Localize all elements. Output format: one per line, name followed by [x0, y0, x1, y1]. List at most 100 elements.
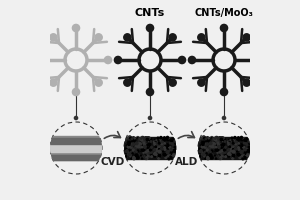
- Circle shape: [165, 147, 167, 149]
- Circle shape: [229, 139, 230, 140]
- Circle shape: [165, 157, 166, 158]
- Circle shape: [219, 137, 221, 139]
- Circle shape: [147, 144, 148, 146]
- Circle shape: [146, 153, 148, 155]
- Circle shape: [146, 138, 148, 141]
- Circle shape: [203, 150, 204, 151]
- Circle shape: [242, 155, 244, 158]
- Circle shape: [225, 156, 226, 157]
- Circle shape: [214, 148, 217, 151]
- Circle shape: [235, 141, 237, 143]
- Circle shape: [198, 34, 205, 41]
- Circle shape: [204, 151, 206, 153]
- Circle shape: [223, 139, 226, 141]
- Circle shape: [156, 150, 158, 152]
- Circle shape: [244, 156, 245, 157]
- Circle shape: [219, 158, 220, 159]
- Circle shape: [148, 155, 149, 156]
- Circle shape: [209, 146, 211, 148]
- Circle shape: [132, 151, 134, 153]
- Circle shape: [237, 142, 239, 145]
- Circle shape: [228, 153, 230, 155]
- Circle shape: [124, 141, 126, 142]
- Circle shape: [163, 148, 166, 151]
- Circle shape: [156, 140, 157, 141]
- Circle shape: [221, 146, 224, 149]
- Circle shape: [240, 156, 241, 157]
- Circle shape: [125, 155, 128, 158]
- Circle shape: [163, 142, 164, 144]
- Circle shape: [95, 79, 102, 86]
- Circle shape: [160, 137, 162, 139]
- Circle shape: [249, 143, 251, 145]
- Circle shape: [236, 151, 238, 152]
- Circle shape: [161, 148, 163, 150]
- Circle shape: [236, 138, 238, 141]
- Circle shape: [175, 143, 177, 145]
- Circle shape: [229, 146, 231, 148]
- Circle shape: [215, 136, 218, 139]
- Circle shape: [157, 146, 160, 148]
- Circle shape: [248, 150, 250, 152]
- Circle shape: [130, 146, 132, 148]
- Circle shape: [174, 150, 176, 152]
- Circle shape: [221, 137, 223, 138]
- Circle shape: [155, 146, 157, 148]
- Circle shape: [238, 155, 240, 157]
- Circle shape: [245, 144, 248, 146]
- Circle shape: [223, 156, 224, 157]
- Circle shape: [215, 149, 217, 151]
- Circle shape: [221, 146, 222, 147]
- Circle shape: [153, 149, 154, 150]
- Circle shape: [219, 141, 220, 142]
- Circle shape: [172, 138, 174, 140]
- Circle shape: [201, 146, 204, 148]
- Circle shape: [126, 145, 127, 146]
- Circle shape: [161, 144, 164, 146]
- Circle shape: [142, 137, 144, 139]
- Circle shape: [212, 143, 214, 145]
- Circle shape: [164, 148, 166, 150]
- Circle shape: [146, 24, 154, 32]
- Circle shape: [157, 137, 159, 139]
- Circle shape: [144, 146, 146, 148]
- Circle shape: [233, 148, 235, 150]
- Circle shape: [164, 154, 166, 156]
- Circle shape: [140, 150, 142, 152]
- Circle shape: [164, 139, 165, 141]
- Circle shape: [125, 148, 128, 151]
- Circle shape: [207, 157, 209, 160]
- Text: ALD: ALD: [176, 157, 199, 167]
- Circle shape: [238, 154, 240, 156]
- Circle shape: [227, 149, 229, 151]
- Circle shape: [207, 155, 209, 157]
- Circle shape: [236, 144, 238, 146]
- Circle shape: [198, 155, 200, 158]
- Circle shape: [158, 155, 160, 157]
- Circle shape: [232, 148, 234, 151]
- Circle shape: [237, 148, 239, 151]
- Circle shape: [243, 146, 245, 148]
- Circle shape: [158, 148, 160, 151]
- Circle shape: [230, 140, 231, 141]
- Circle shape: [166, 156, 167, 157]
- Circle shape: [172, 148, 173, 149]
- Circle shape: [136, 151, 137, 152]
- Circle shape: [229, 141, 230, 142]
- Circle shape: [247, 154, 248, 156]
- Circle shape: [212, 142, 214, 143]
- Circle shape: [214, 155, 216, 156]
- Circle shape: [158, 158, 159, 159]
- Circle shape: [143, 152, 145, 154]
- Circle shape: [168, 155, 170, 158]
- Circle shape: [238, 139, 239, 141]
- Circle shape: [206, 151, 208, 153]
- Circle shape: [205, 138, 206, 139]
- Circle shape: [130, 137, 132, 139]
- Circle shape: [137, 138, 138, 139]
- Circle shape: [167, 151, 169, 152]
- Circle shape: [228, 143, 230, 145]
- Circle shape: [172, 151, 174, 153]
- Circle shape: [245, 151, 247, 153]
- Circle shape: [225, 155, 226, 156]
